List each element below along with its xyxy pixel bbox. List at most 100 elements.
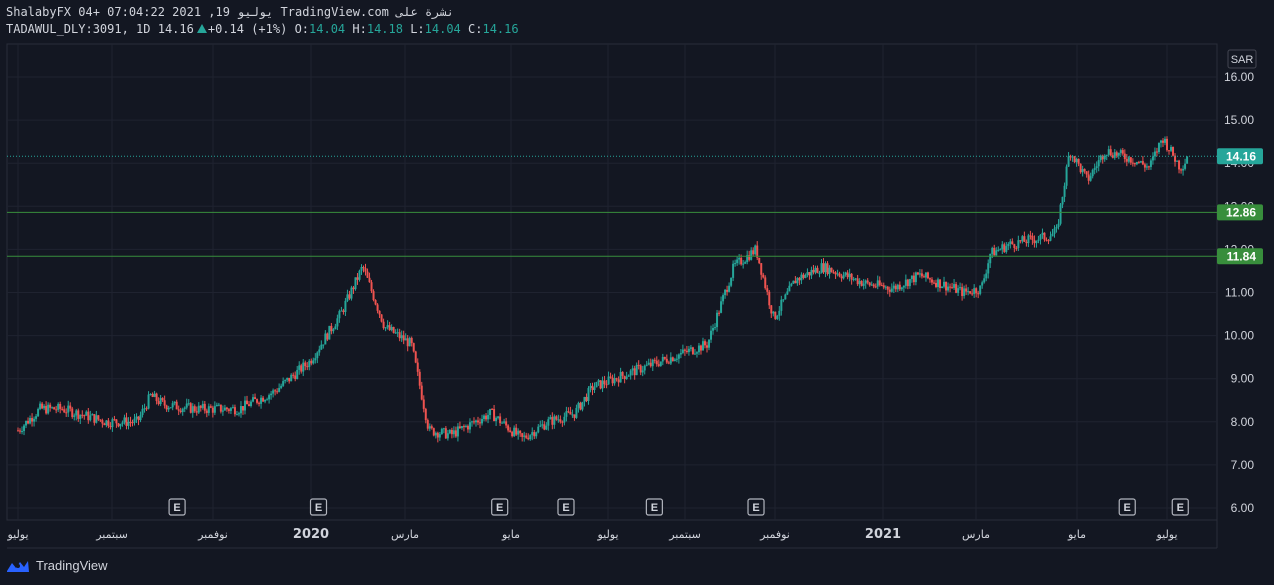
candle-body [489,408,492,416]
candle-body [61,408,64,410]
candle-body [681,349,684,353]
candle-body [432,428,435,436]
candle-body [304,362,307,367]
candle-body [424,408,427,421]
candle-body [822,263,825,273]
candle-body [945,281,948,291]
candle-body [99,419,102,421]
candle-body [571,414,574,416]
candle-body [806,272,809,275]
candle-body [555,416,558,420]
candle-body [828,267,831,275]
candle-body [780,299,783,311]
candle-body [481,419,484,424]
candle-body [535,432,538,437]
candle-body [33,418,36,422]
level-price-tag [1217,148,1263,165]
x-tick-label: يوليو [596,528,618,541]
candle-body [59,403,62,409]
candle-body [131,422,134,424]
candle-body [854,278,857,280]
candle-body [643,365,646,371]
candle-body [703,341,706,346]
candle-body [736,259,739,264]
y-tick-label: 15.00 [1224,113,1254,127]
candle-body [611,377,614,384]
candle-body [1065,166,1068,186]
candle-body [1039,234,1042,240]
candle-body [750,250,753,260]
candle-body [460,426,463,429]
candle-body [356,277,359,280]
candle-body [957,288,960,293]
candle-body [675,358,678,360]
open-label: O: [294,22,310,36]
candle-body [926,272,929,279]
candle-body [223,407,226,411]
candle-body [677,354,680,359]
candle-body [163,400,166,406]
candle-body [215,404,218,407]
earnings-marker-label: E [496,502,503,514]
candle-body [519,430,522,434]
candle-body [814,267,817,273]
candle-body [661,356,664,362]
candle-body [1045,239,1048,241]
candle-body [830,267,833,273]
candle-body [1011,241,1014,245]
candle-body [716,312,719,328]
candle-body [832,272,835,274]
candle-body [808,272,811,276]
candle-body [491,408,494,410]
candle-body [21,431,24,433]
candle-body [770,305,773,314]
candle-body [981,282,984,286]
up-arrow-icon [196,24,207,33]
candle-body [712,327,715,331]
candle-body [495,417,498,422]
candle-body [631,368,634,371]
candle-body [221,410,224,412]
candle-body [943,281,946,287]
candle-body [278,387,281,392]
candle-body [914,272,917,283]
candle-body [344,300,347,313]
candle-body [836,273,839,275]
x-tick-label: سبتمبر [95,528,128,541]
price-change: +0.14 (+1%) [207,22,288,36]
candle-body [161,398,164,401]
candle-body [193,406,196,412]
candle-body [934,282,937,287]
candle-body [609,376,612,378]
close-label: C: [468,22,483,36]
tradingview-footer[interactable]: TradingView [6,558,108,573]
candle-body [1125,158,1128,162]
candle-body [722,295,725,302]
candle-body [101,420,104,424]
candle-body [1023,236,1026,242]
candle-body [874,286,877,288]
candle-body [561,421,564,423]
y-tick-label: 6.00 [1231,501,1255,515]
candle-body [884,286,887,288]
candle-body [949,286,952,288]
candle-body [991,247,994,254]
candle-body [464,425,467,427]
candle-body [575,407,578,418]
candle-body [105,420,108,426]
candle-body [274,390,277,392]
candle-body [1085,171,1088,175]
candle-body [941,286,944,288]
candle-body [1005,246,1008,252]
high-value: 14.18 [366,22,403,36]
candle-body [233,407,236,415]
candle-body [97,415,100,420]
candle-body [125,417,128,426]
candle-body [1182,168,1185,171]
candle-body [450,429,453,435]
candle-body [679,352,682,355]
candle-body [965,288,968,292]
candle-body [593,387,596,390]
candle-body [388,325,391,331]
